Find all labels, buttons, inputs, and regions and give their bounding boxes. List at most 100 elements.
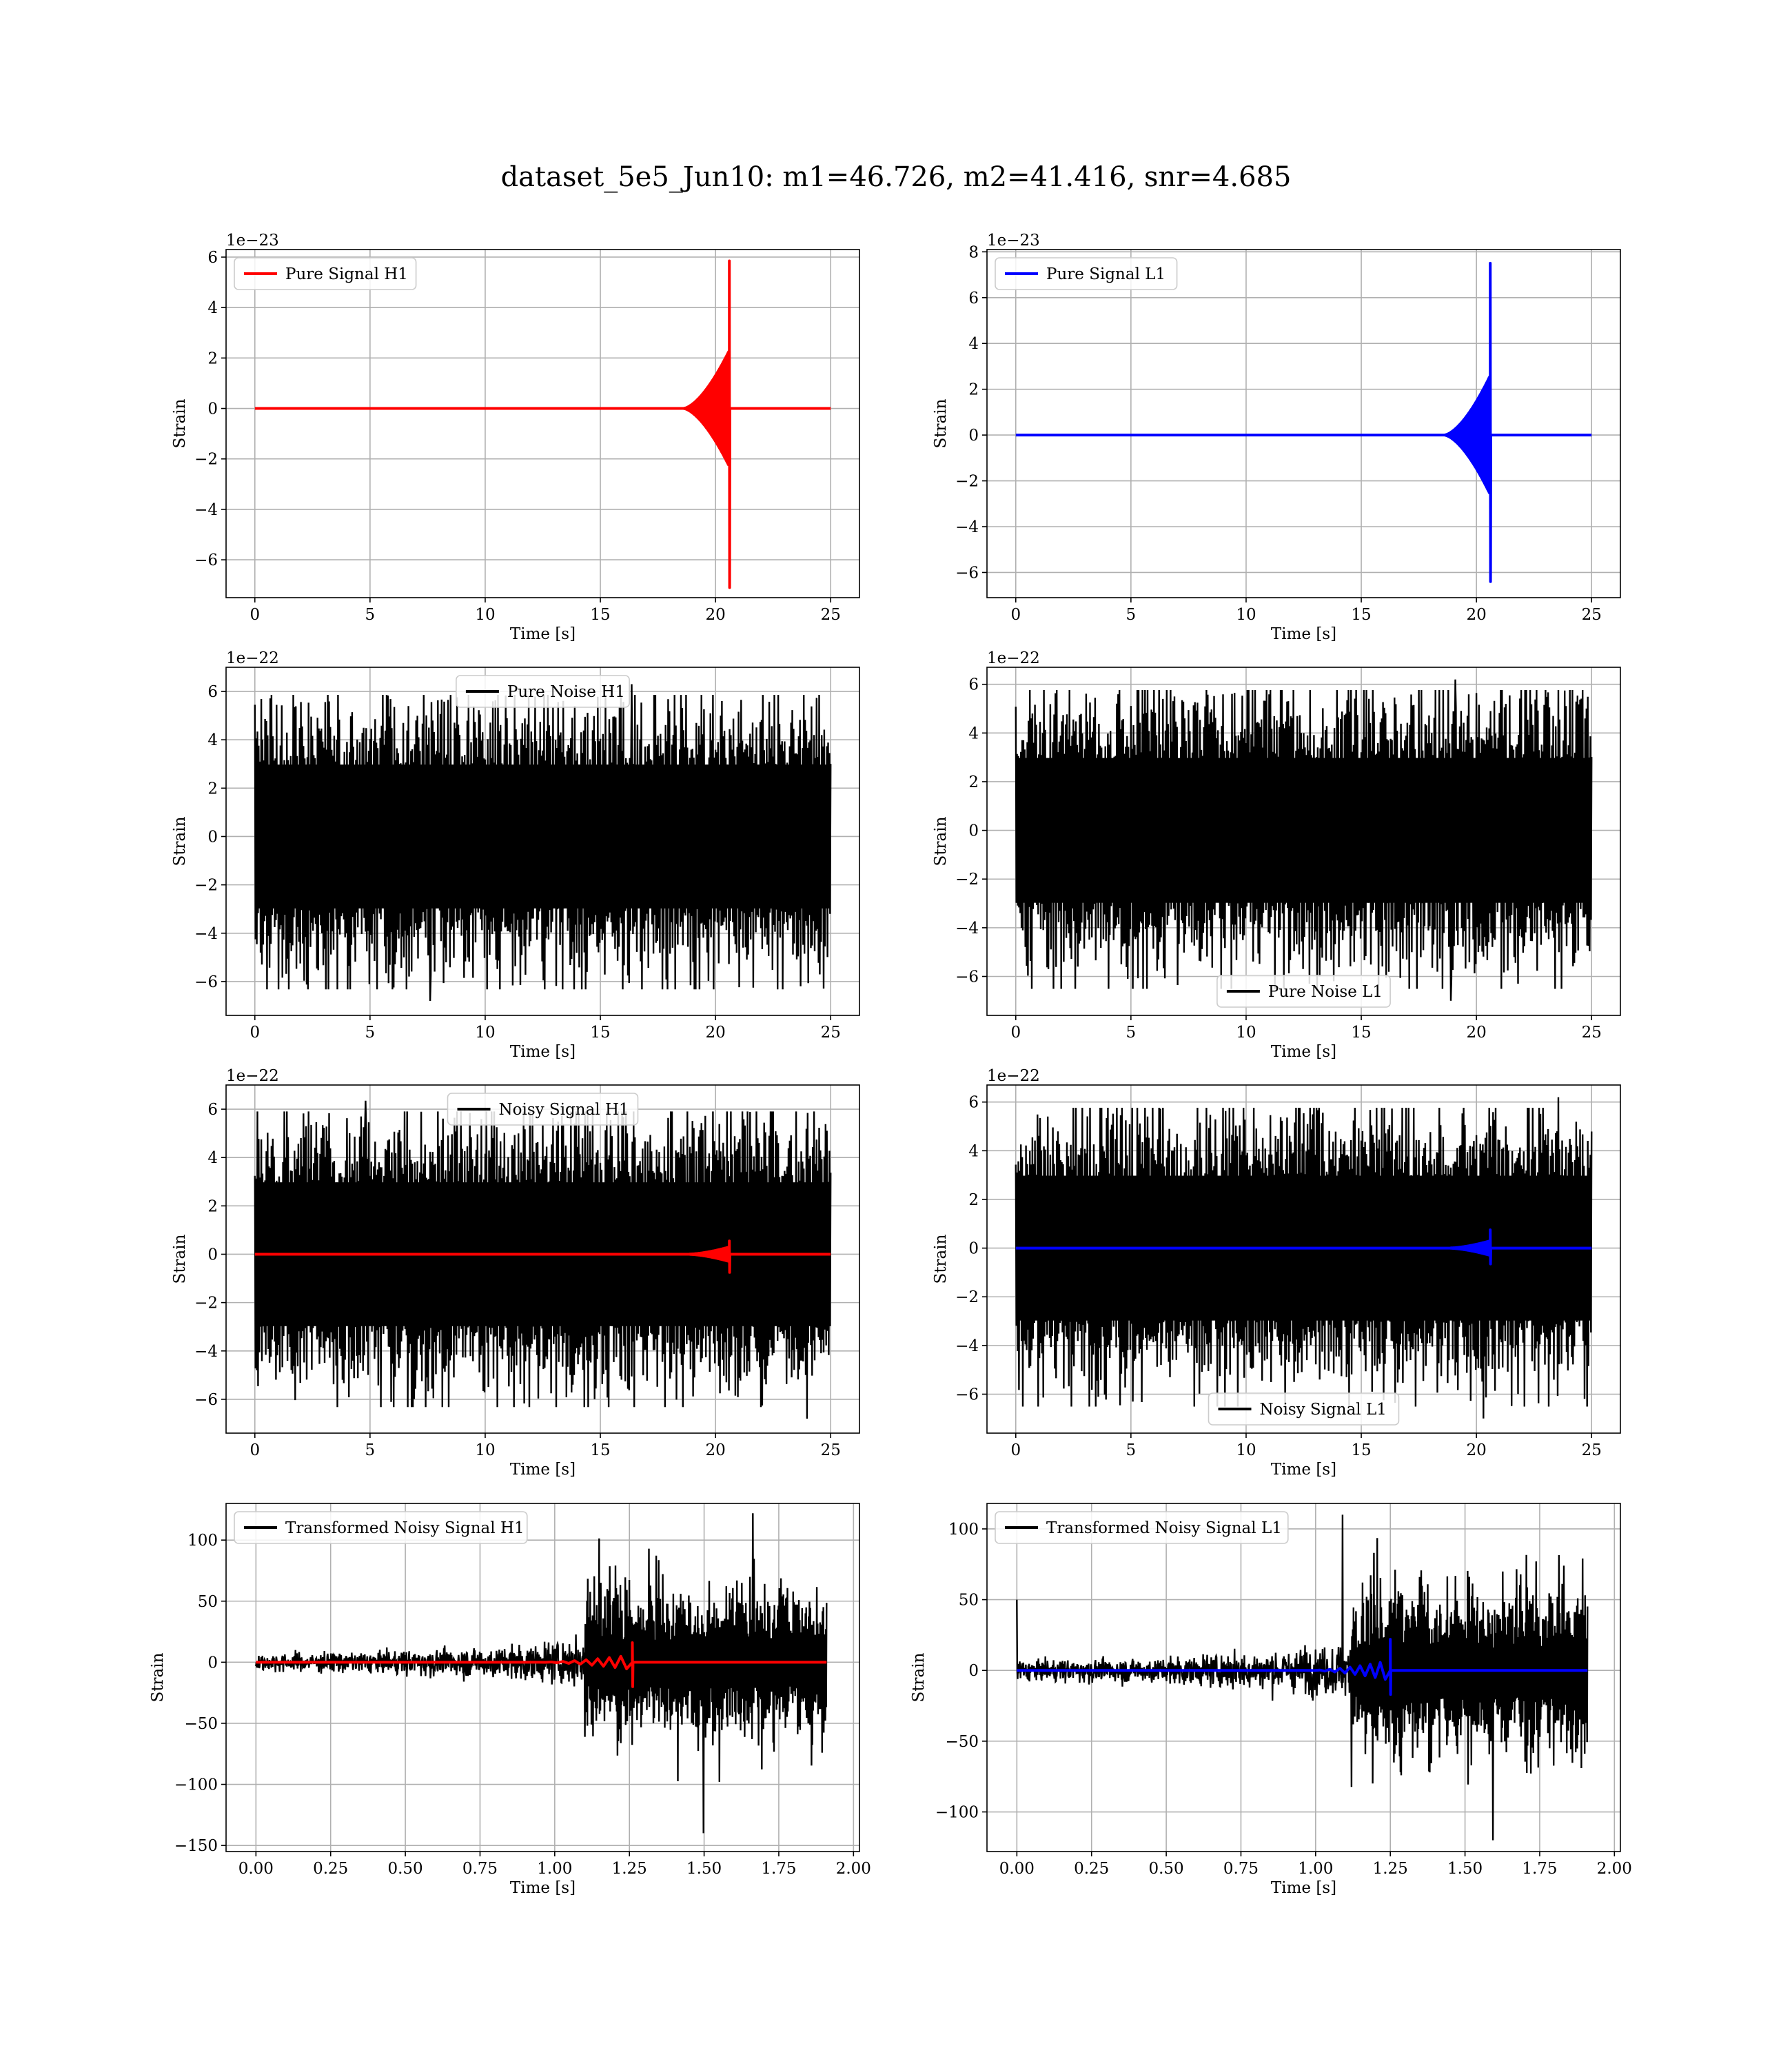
x-tick-label: 25 [1582,606,1602,624]
y-tick-label: −2 [194,877,218,895]
y-tick-label: −2 [955,473,979,491]
y-tick-label: −2 [955,1288,979,1306]
x-tick-label: 0 [1010,1441,1021,1459]
x-tick-label: 0 [1010,606,1021,624]
x-tick-label: 15 [1351,1441,1371,1459]
y-tick-label: 6 [968,290,979,307]
y-tick-label: 4 [968,335,979,353]
x-axis-label: Time [s] [510,1879,576,1897]
x-tick-label: 25 [821,606,841,624]
y-tick-label: 2 [968,381,979,399]
y-tick-label: 4 [968,1142,979,1160]
x-tick-label: 20 [1466,606,1486,624]
x-tick-label: 20 [705,1024,725,1042]
legend-box [995,257,1178,290]
y-tick-label: 2 [968,1191,979,1209]
legend: Pure Signal H1 [234,257,417,290]
x-tick-label: 10 [475,606,495,624]
x-tick-label: 1.25 [612,1860,647,1878]
legend-label: Transformed Noisy Signal H1 [285,1519,525,1537]
legend-label: Noisy Signal H1 [499,1101,629,1119]
x-tick-label: 0 [250,1024,260,1042]
x-tick-label: 20 [705,1441,725,1459]
y-tick-label: 2 [968,773,979,791]
x-tick-label: 0.75 [1223,1860,1259,1878]
x-tick-label: 0.25 [313,1860,348,1878]
x-tick-label: 10 [1236,1024,1256,1042]
legend: Noisy Signal L1 [1208,1392,1400,1426]
x-tick-label: 10 [475,1024,495,1042]
y-tick-label: 8 [968,243,979,261]
axes-frame [225,1503,860,1852]
y-tick-label: 0 [968,427,979,445]
y-tick-label: −4 [955,1337,979,1355]
x-tick-label: 0.00 [238,1860,274,1878]
axes-frame [986,1503,1621,1852]
y-axis-label: Strain [932,1234,950,1284]
x-axis-label: Time [s] [1271,1043,1336,1061]
legend-label: Pure Signal L1 [1046,265,1165,283]
axes-frame [225,1084,860,1434]
x-tick-label: 15 [1351,606,1371,624]
x-tick-label: 2.00 [1597,1860,1632,1878]
y-axis-label: Strain [171,816,189,866]
y-tick-label: 0 [207,1654,218,1672]
axes-frame [225,249,860,598]
y-tick-label: 0 [207,401,218,418]
series-line-2 [1015,1228,1592,1266]
legend-box [995,1511,1289,1544]
x-tick-label: 1.50 [1447,1860,1483,1878]
legend: Transformed Noisy Signal L1 [995,1511,1289,1544]
y-tick-label: 4 [207,299,218,317]
grid [987,250,1620,598]
y-tick-label: −6 [194,1391,218,1409]
y-tick-label: −4 [194,925,218,943]
x-tick-label: 15 [1351,1024,1371,1042]
legend-box [447,1093,639,1126]
y-tick-label: −6 [955,1386,979,1403]
legend-box [456,675,630,708]
y-tick-label: 6 [968,676,979,694]
y-tick-label: 4 [207,731,218,749]
x-tick-label: 0.25 [1074,1860,1109,1878]
y-tick-label: −6 [194,973,218,991]
x-tick-label: 2.00 [836,1860,871,1878]
x-tick-label: 5 [365,1024,376,1042]
y-tick-label: 4 [968,724,979,742]
series-line-1 [1015,679,1593,1001]
series-line-2 [1017,1638,1588,1696]
x-tick-label: 5 [365,606,376,624]
figure-title: dataset_5e5_Jun10: m1=46.726, m2=41.416,… [501,161,1292,193]
y-tick-label: 0 [207,828,218,846]
y-tick-label: −4 [194,501,218,519]
x-tick-label: 1.75 [761,1860,796,1878]
x-tick-label: 5 [1126,606,1137,624]
y-tick-label: 0 [968,822,979,840]
x-tick-label: 1.50 [686,1860,722,1878]
subplot-p4: 0 5 10 15 20 25 −6 −4 −2 0 2 4 6 Time [s] Strain 1e−22 P… [932,649,1621,1061]
y-axis-label: Strain [149,1652,167,1702]
y-tick-label: 0 [968,1662,979,1680]
y-axis-label: Strain [932,816,950,866]
y-tick-label: −2 [955,871,979,889]
y-tick-label: −50 [945,1733,979,1751]
x-axis-label: Time [s] [1271,1879,1336,1897]
legend-box [234,1511,528,1544]
y-tick-label: 2 [207,349,218,367]
x-tick-label: 25 [821,1024,841,1042]
subplot-p1: 0 5 10 15 20 25 −6 −4 −2 0 2 4 6 Time [s] Strain 1e−23 P… [171,232,860,643]
y-tick-label: −100 [935,1804,979,1822]
axis-offset-label: 1e−22 [226,649,279,667]
subplot-p8: 0.00 0.25 0.50 0.75 1.00 1.25 1.50 1.75 2.00 −100… [910,1503,1632,1897]
y-tick-label: 0 [207,1246,218,1264]
x-tick-label: 0 [250,606,260,624]
y-tick-label: 50 [198,1593,218,1611]
legend-label: Transformed Noisy Signal L1 [1046,1519,1282,1537]
x-axis-label: Time [s] [510,1461,576,1479]
y-tick-label: −2 [194,1295,218,1312]
series-line-1 [254,259,831,589]
legend-box [1216,975,1391,1008]
